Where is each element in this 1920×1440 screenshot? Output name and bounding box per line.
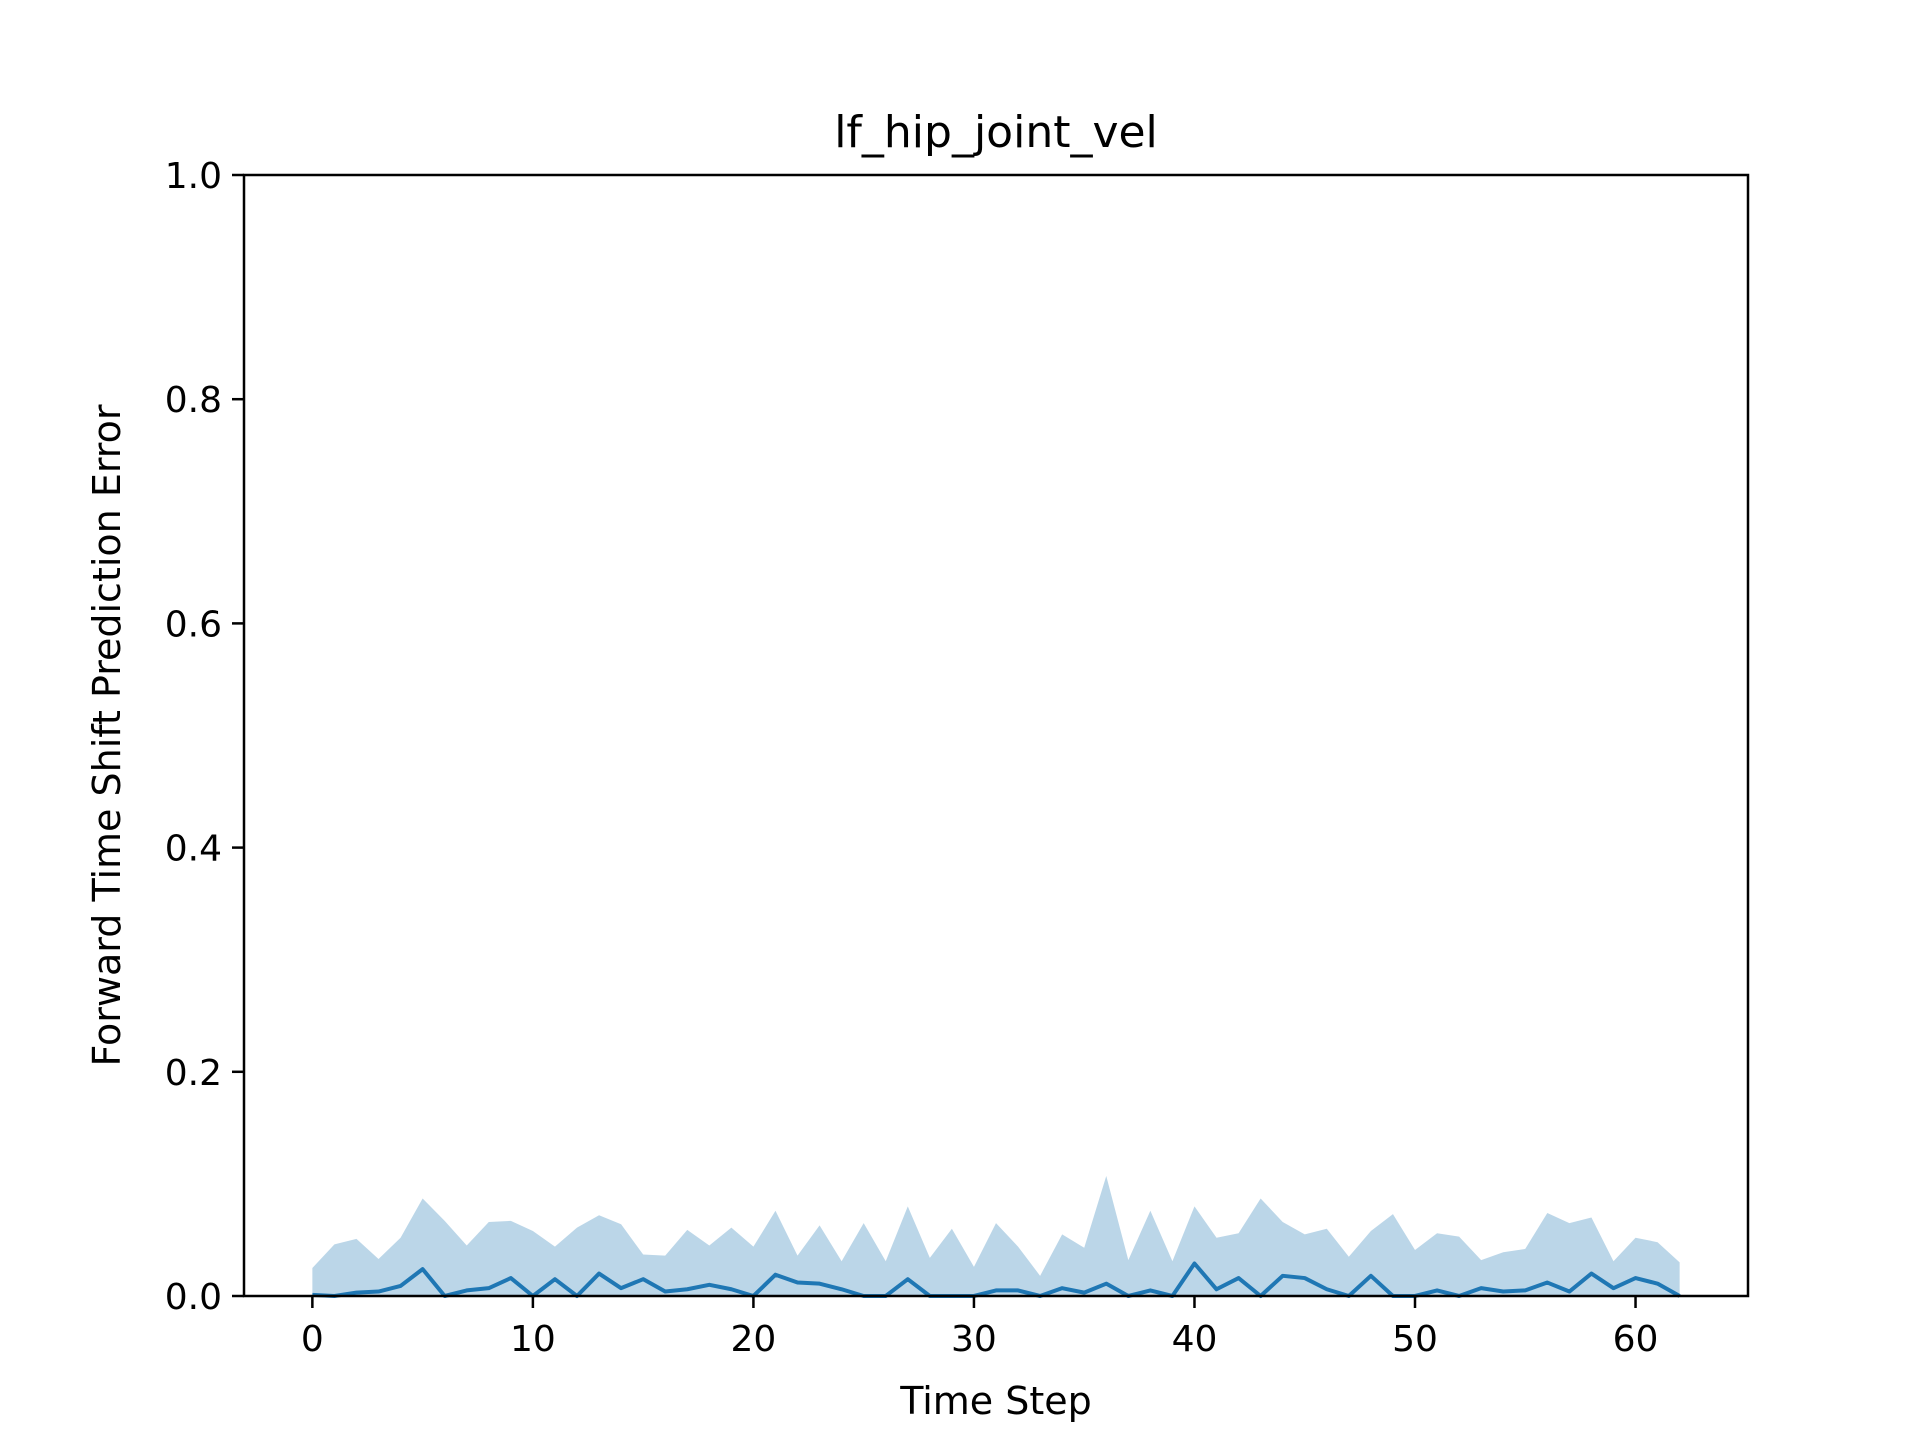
x-tick-label: 20 bbox=[731, 1319, 777, 1360]
error-band-layer bbox=[312, 1176, 1680, 1296]
y-tick-label: 0.8 bbox=[165, 380, 222, 421]
x-tick-label: 10 bbox=[510, 1319, 556, 1360]
y-axis: 0.0 0.2 0.4 0.6 0.8 1.0 bbox=[165, 156, 244, 1318]
y-tick-label: 1.0 bbox=[165, 156, 222, 197]
error-band bbox=[312, 1176, 1680, 1296]
series-line-layer bbox=[312, 1261, 1681, 1298]
series-line bbox=[312, 1261, 1681, 1298]
x-tick-label: 60 bbox=[1613, 1319, 1659, 1360]
x-tick-label: 30 bbox=[951, 1319, 997, 1360]
chart-title: lf_hip_joint_vel bbox=[834, 107, 1158, 158]
y-axis-label: Forward Time Shift Prediction Error bbox=[85, 404, 129, 1066]
y-tick-label: 0.4 bbox=[165, 829, 222, 870]
x-tick-label: 40 bbox=[1172, 1319, 1218, 1360]
x-axis: 0 10 20 30 40 50 60 bbox=[301, 1296, 1659, 1360]
plot-frame bbox=[242, 173, 1750, 1298]
x-axis-label: Time Step bbox=[899, 1379, 1092, 1423]
y-tick-label: 0.0 bbox=[165, 1277, 222, 1318]
x-tick-label: 0 bbox=[301, 1319, 324, 1360]
x-tick-label: 50 bbox=[1392, 1319, 1438, 1360]
y-tick-label: 0.6 bbox=[165, 604, 222, 645]
y-tick-label: 0.2 bbox=[165, 1053, 222, 1094]
